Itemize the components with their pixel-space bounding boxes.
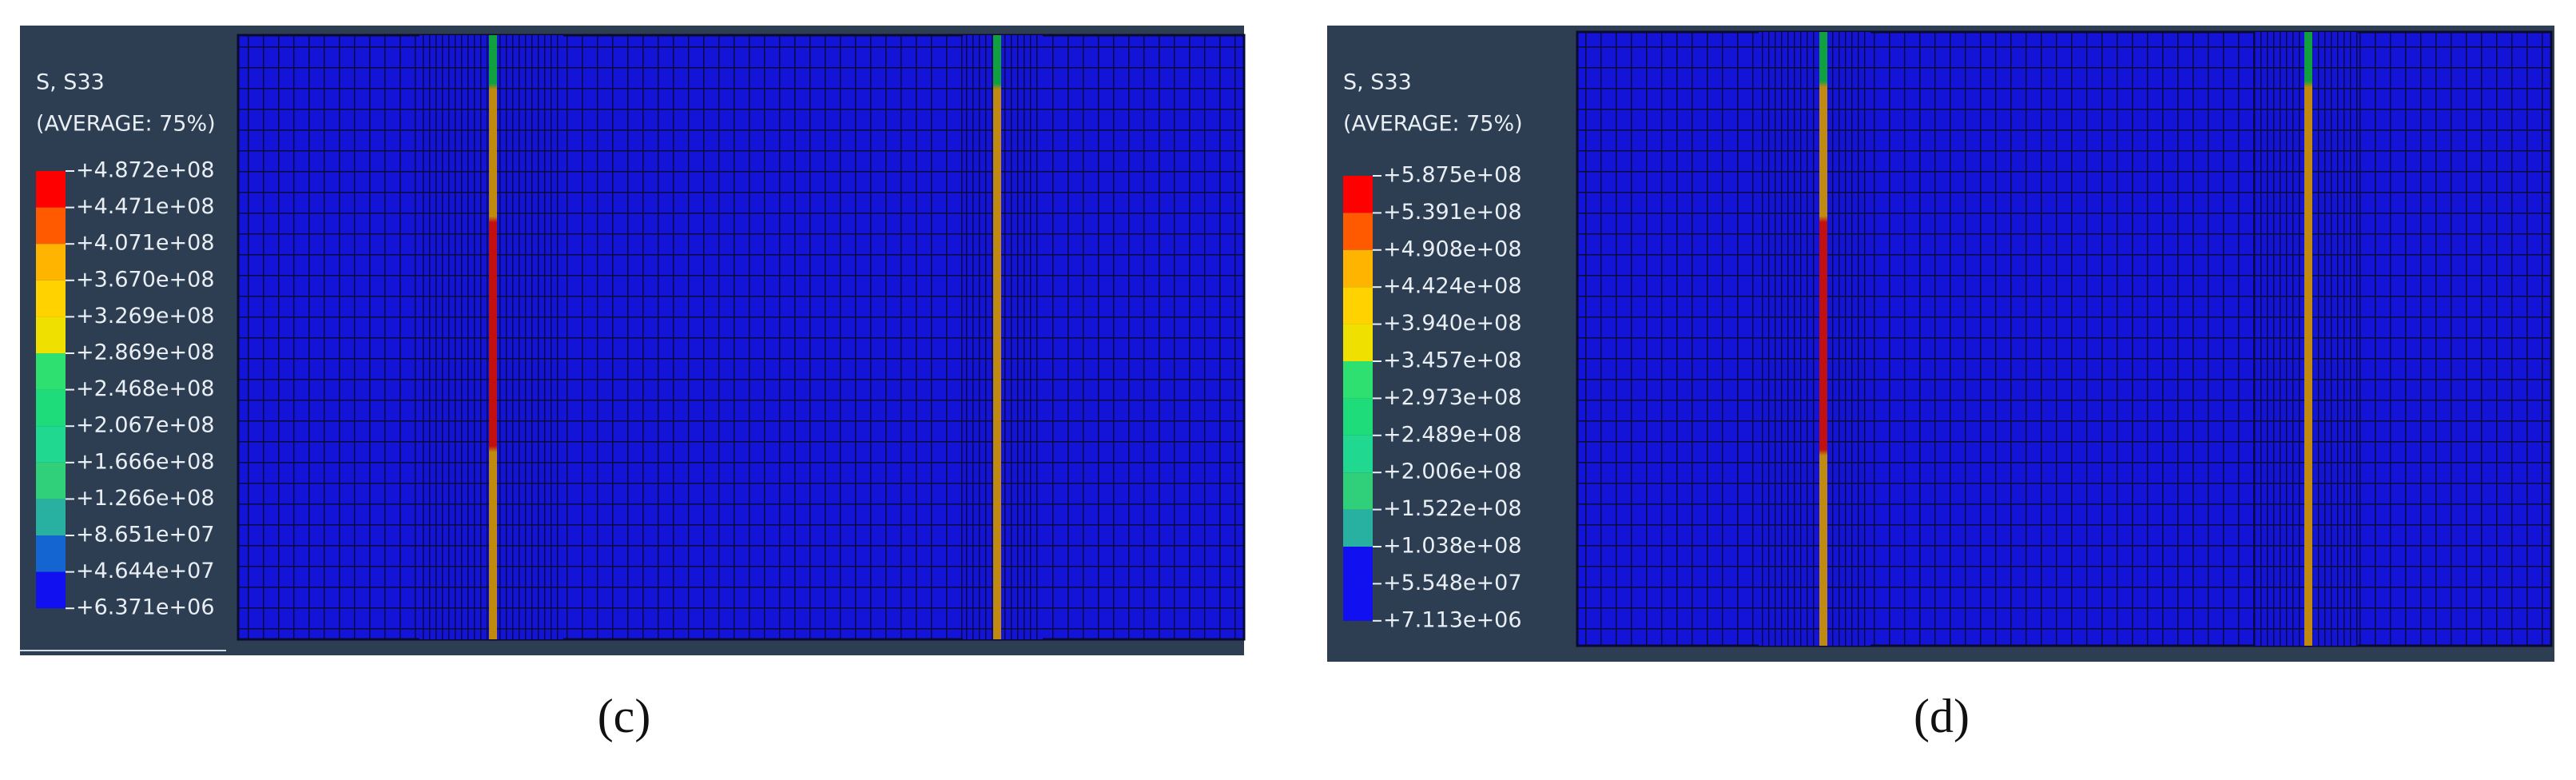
panel-caption: (d) [1914,690,1970,742]
legend-label: +1.038e+08 [1383,534,1522,559]
legend-swatch [1343,398,1373,436]
legend-label: +2.006e+08 [1383,460,1522,484]
legend-label: +5.875e+08 [1383,163,1522,188]
stress-column [489,35,497,639]
legend-title: S, S33 [36,70,105,95]
stress-column [1819,32,1827,646]
legend-label: +4.424e+08 [1383,274,1522,299]
legend-label: +5.391e+08 [1383,200,1522,225]
legend-label: +2.973e+08 [1383,385,1522,410]
legend-swatch [36,207,66,245]
legend-label: +1.522e+08 [1383,496,1522,521]
legend-title: S, S33 [1343,70,1412,95]
mesh [237,34,1246,641]
legend-swatch [1343,324,1373,361]
legend-label: +4.644e+07 [76,559,215,583]
legend-swatch [36,280,66,317]
legend-label: +4.908e+08 [1383,237,1522,261]
legend-swatch [36,316,66,353]
legend-label: +1.266e+08 [76,486,215,511]
legend-label: +3.940e+08 [1383,311,1522,336]
legend-swatch [1343,435,1373,473]
legend-subtitle: (AVERAGE: 75%) [36,112,216,137]
panel-caption: (c) [598,690,651,742]
legend-swatch [36,499,66,535]
legend-swatch [1343,509,1373,547]
legend-label: +2.489e+08 [1383,422,1522,447]
legend-swatch [36,426,66,463]
legend-label: +3.457e+08 [1383,348,1522,373]
legend-swatch [1343,249,1373,288]
legend-swatch [1343,287,1373,324]
stress-column [2304,32,2312,646]
legend-swatch [36,462,66,499]
panel: S, S33 (AVERAGE: 75%) +4.872e+08 +4.471e+08… [20,26,1246,655]
legend-swatch [36,535,66,572]
legend-swatch [1343,361,1373,399]
legend-swatch [36,171,66,208]
legend-swatch [36,571,66,609]
legend-subtitle: (AVERAGE: 75%) [1343,112,1523,137]
stress-column [993,35,1001,639]
legend-label: +8.651e+07 [76,523,215,547]
legend-swatch [1343,547,1373,584]
legend-label: +4.471e+08 [76,194,215,219]
legend-label: +3.670e+08 [76,267,215,292]
legend-label: +2.869e+08 [76,340,215,365]
legend-label: +7.113e+06 [1383,607,1522,632]
legend-swatch [1343,472,1373,510]
legend-swatch [36,389,66,427]
legend-swatch [1343,176,1373,213]
legend-label: +4.872e+08 [76,158,215,183]
legend-label: +6.371e+06 [76,595,215,620]
mesh [1576,30,2553,647]
legend-label: +2.468e+08 [76,376,215,401]
legend-label: +4.071e+08 [76,231,215,256]
legend-label: +2.067e+08 [76,413,215,438]
legend-label: +1.666e+08 [76,449,215,474]
legend-label: +5.548e+07 [1383,571,1522,595]
legend-swatch [1343,213,1373,250]
panel: S, S33 (AVERAGE: 75%) +5.875e+08 +5.391e+08… [1327,26,2554,662]
legend-swatch [36,353,66,390]
legend-swatch [1343,583,1373,621]
legend-swatch [36,244,66,281]
legend-label: +3.269e+08 [76,304,215,328]
mesh-refined [1759,32,1870,646]
mesh-refined [963,35,1043,639]
